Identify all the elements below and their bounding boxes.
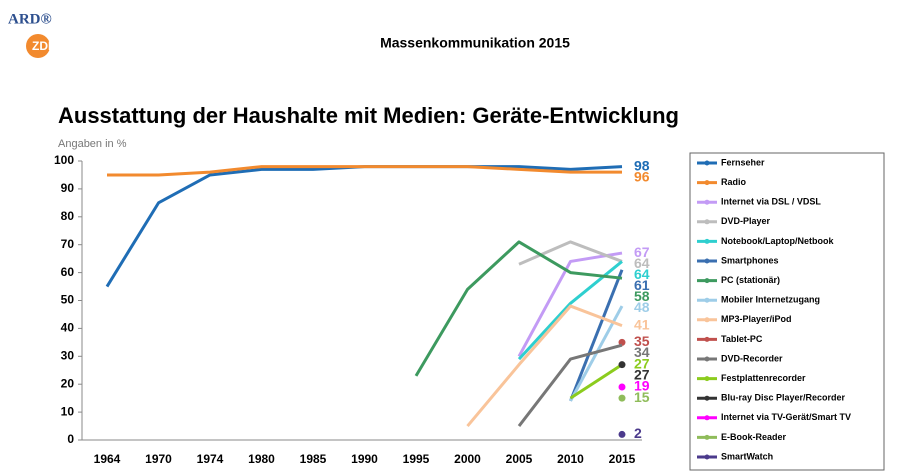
legend-label: MP3-Player/iPod [721, 314, 792, 324]
y-tick-label: 50 [61, 293, 75, 307]
legend-dot [704, 317, 710, 323]
x-tick-label: 2005 [506, 452, 533, 466]
legend-dot [704, 238, 710, 244]
legend-dot [704, 297, 710, 303]
y-tick-label: 0 [67, 432, 74, 446]
legend-dot [704, 336, 710, 342]
y-tick-label: 90 [61, 181, 75, 195]
legend-label: Radio [721, 177, 747, 187]
legend-label: DVD-Player [721, 216, 771, 226]
x-tick-label: 2015 [609, 452, 636, 466]
end-label: 27 [634, 355, 650, 371]
legend-dot [704, 454, 710, 460]
zdf-logo-circle [26, 34, 50, 58]
legend-dot [704, 258, 710, 264]
x-tick-label: 2010 [557, 452, 584, 466]
series-line [517, 343, 623, 427]
x-tick-label: 1985 [300, 452, 327, 466]
end-label: 19 [634, 378, 650, 394]
x-tick-label: 1990 [351, 452, 378, 466]
end-label: 64 [634, 255, 650, 271]
legend-label: Smartphones [721, 255, 779, 265]
legend-label: Internet via DSL / VDSL [721, 197, 821, 207]
x-tick-label: 2000 [454, 452, 481, 466]
end-label: 58 [634, 288, 650, 304]
end-label: 61 [634, 277, 650, 293]
y-tick-label: 70 [61, 237, 75, 251]
legend-dot [704, 434, 710, 440]
y-axis-label: Angaben in % [58, 138, 127, 150]
chart-title: Ausstattung der Haushalte mit Medien: Ge… [58, 103, 679, 128]
legend-label: SmartWatch [721, 451, 773, 461]
point [618, 430, 626, 438]
y-tick-label: 30 [61, 348, 75, 362]
series-line [105, 165, 623, 288]
legend-label: Internet via TV-Gerät/Smart TV [721, 412, 851, 422]
legend-label: Fernseher [721, 157, 765, 167]
series-line [569, 269, 624, 402]
legend-box [689, 152, 885, 471]
legend-dot [704, 180, 710, 186]
legend-dot [704, 278, 710, 284]
y-tick-label: 100 [54, 153, 74, 167]
zdf-logo: ZDF [32, 39, 55, 53]
end-label: 98 [634, 157, 650, 173]
point [618, 383, 626, 391]
legend-label: PC (stationär) [721, 275, 780, 285]
end-label: 34 [634, 344, 650, 360]
point [618, 361, 626, 369]
y-tick-label: 40 [61, 321, 75, 335]
x-tick-label: 1974 [197, 452, 224, 466]
end-label: 64 [634, 266, 650, 282]
end-label: 48 [634, 299, 650, 315]
x-tick-label: 1995 [403, 452, 430, 466]
legend-dot [704, 415, 710, 421]
legend-label: Tablet-PC [721, 334, 763, 344]
y-tick-label: 10 [61, 404, 75, 418]
legend-label: Blu-ray Disc Player/Recorder [721, 393, 846, 403]
legend-label: E-Book-Reader [721, 432, 787, 442]
legend-dot [704, 219, 710, 225]
legend-label: DVD-Recorder [721, 353, 783, 363]
end-label: 15 [634, 389, 650, 405]
legend-label: Notebook/Laptop/Netbook [721, 236, 834, 246]
legend-dot [704, 199, 710, 205]
series-line [414, 240, 623, 377]
y-tick-label: 80 [61, 209, 75, 223]
end-label: 41 [634, 316, 650, 332]
legend-label: Festplattenrecorder [721, 373, 806, 383]
series-line [107, 165, 622, 177]
legend-dot [704, 356, 710, 362]
legend-dot [704, 395, 710, 401]
ard-logo: ARD® [8, 11, 52, 27]
x-tick-label: 1964 [94, 452, 121, 466]
legend-label: Mobiler Internetzugang [721, 295, 820, 305]
y-tick-label: 60 [61, 265, 75, 279]
x-tick-label: 1980 [248, 452, 275, 466]
x-tick-label: 1970 [145, 452, 172, 466]
legend-dot [704, 160, 710, 166]
end-label: 2 [634, 425, 642, 441]
end-label: 67 [634, 244, 650, 260]
series-line [466, 304, 623, 428]
point [618, 394, 626, 402]
y-tick-label: 20 [61, 376, 75, 390]
header-title: Massenkommunikation 2015 [380, 35, 570, 51]
end-label: 27 [634, 366, 650, 382]
series-line [518, 240, 623, 266]
end-label: 96 [634, 168, 650, 184]
series-line [569, 363, 623, 400]
end-label: 35 [634, 333, 650, 349]
legend-dot [704, 376, 710, 382]
